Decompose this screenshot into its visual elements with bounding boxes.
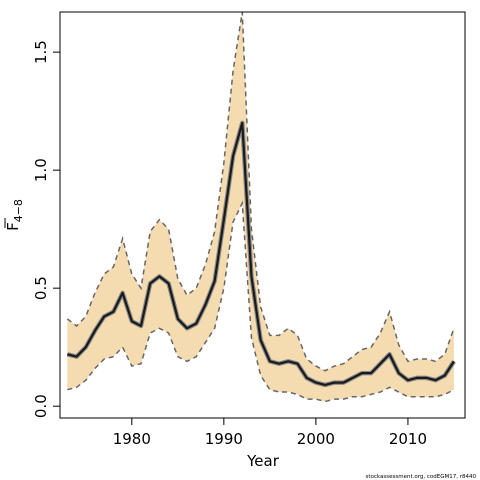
estimate-line [67, 121, 455, 387]
y-axis: 0.0 0.5 1.0 1.5 [32, 40, 60, 418]
y-tick-label: 1.0 [32, 158, 50, 182]
x-tick-label: 2000 [297, 430, 335, 448]
y-tick-label: 1.5 [32, 40, 50, 64]
x-axis: 1980 1990 2000 2010 [113, 418, 427, 448]
svg-text:F4−8: F4−8 [4, 199, 25, 231]
upper-ci-line [66, 12, 455, 372]
x-axis-label: Year [246, 452, 280, 470]
confidence-band [67, 12, 454, 402]
plot-area [66, 12, 456, 403]
y-tick-label: 0.5 [32, 276, 50, 300]
y-axis-label-main: F [4, 222, 22, 231]
lower-ci-line [67, 200, 455, 403]
x-tick-label: 1980 [113, 430, 151, 448]
y-tick-label: 0.0 [32, 394, 50, 418]
y-axis-label-sub: 4−8 [12, 199, 25, 222]
x-tick-label: 2010 [389, 430, 427, 448]
y-axis-label: F4−8 [4, 199, 25, 231]
credit-text: stockassessment.org, codEGM17, r8440 [366, 474, 477, 480]
x-tick-label: 1990 [205, 430, 243, 448]
plot-frame [59, 11, 466, 419]
